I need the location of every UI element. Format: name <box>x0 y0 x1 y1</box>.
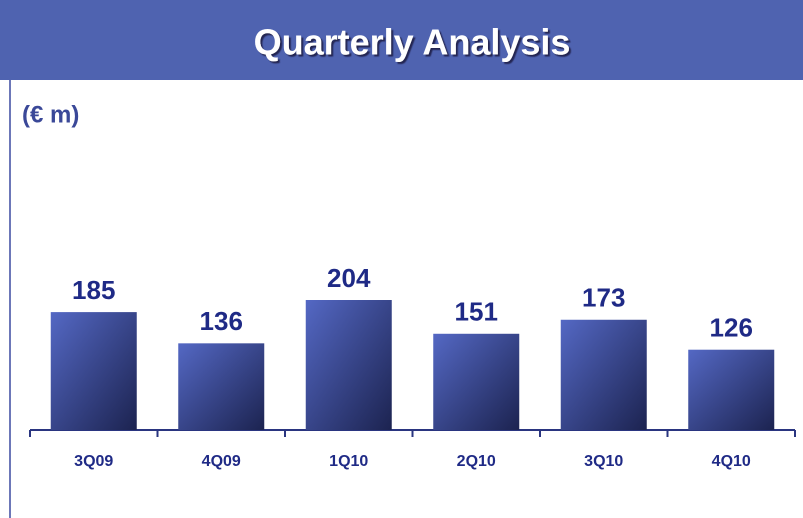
bar <box>560 319 647 430</box>
x-tick-label: 2Q10 <box>457 453 496 470</box>
unit-label: (€ m) <box>22 101 79 128</box>
bar <box>305 300 392 430</box>
bar <box>178 343 265 430</box>
x-tick-label: 4Q10 <box>712 453 751 470</box>
x-tick-label: 1Q10 <box>329 453 368 470</box>
value-label: 173 <box>582 283 625 313</box>
value-label: 126 <box>710 313 753 343</box>
header-band <box>0 0 803 80</box>
chart-title: Quarterly Analysis <box>254 22 571 63</box>
x-tick-label: 4Q09 <box>202 453 241 470</box>
value-label: 136 <box>200 306 243 336</box>
value-label: 151 <box>455 297 498 327</box>
value-label: 185 <box>72 275 115 305</box>
x-tick-label: 3Q09 <box>74 453 113 470</box>
bar <box>433 333 520 430</box>
bar <box>50 312 137 430</box>
bar <box>688 349 775 430</box>
x-tick-label: 3Q10 <box>584 453 623 470</box>
value-label: 204 <box>327 263 371 293</box>
